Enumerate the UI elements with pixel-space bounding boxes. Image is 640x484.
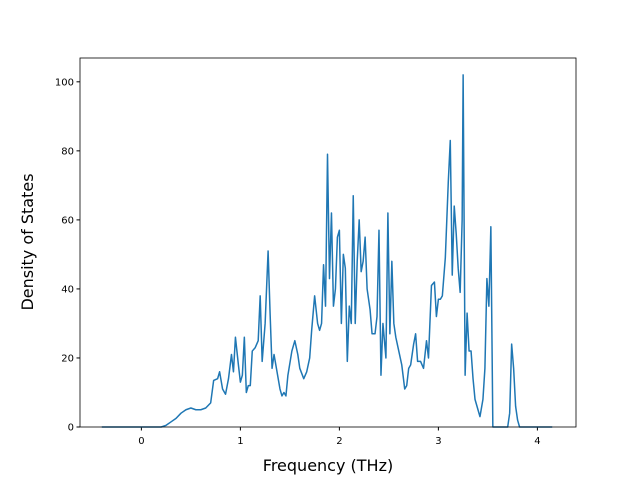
- y-tick-label: 0: [68, 423, 74, 434]
- line: [101, 74, 553, 428]
- y-tick-label: 40: [61, 284, 74, 295]
- y-tick-label: 80: [61, 146, 74, 157]
- x-tick-label: 1: [237, 436, 243, 447]
- y-tick-label: 60: [61, 215, 74, 226]
- x-tick-label: 2: [336, 436, 342, 447]
- x-tick-label: 3: [435, 436, 441, 447]
- y-tick-label: 20: [61, 353, 74, 364]
- y-axis-label: Density of States: [18, 173, 37, 310]
- x-tick-label: 0: [138, 436, 144, 447]
- x-tick-label: 4: [534, 436, 540, 447]
- plot-frame: [79, 57, 577, 428]
- y-tick-label: 100: [55, 77, 74, 88]
- x-axis-label: Frequency (THz): [263, 456, 393, 475]
